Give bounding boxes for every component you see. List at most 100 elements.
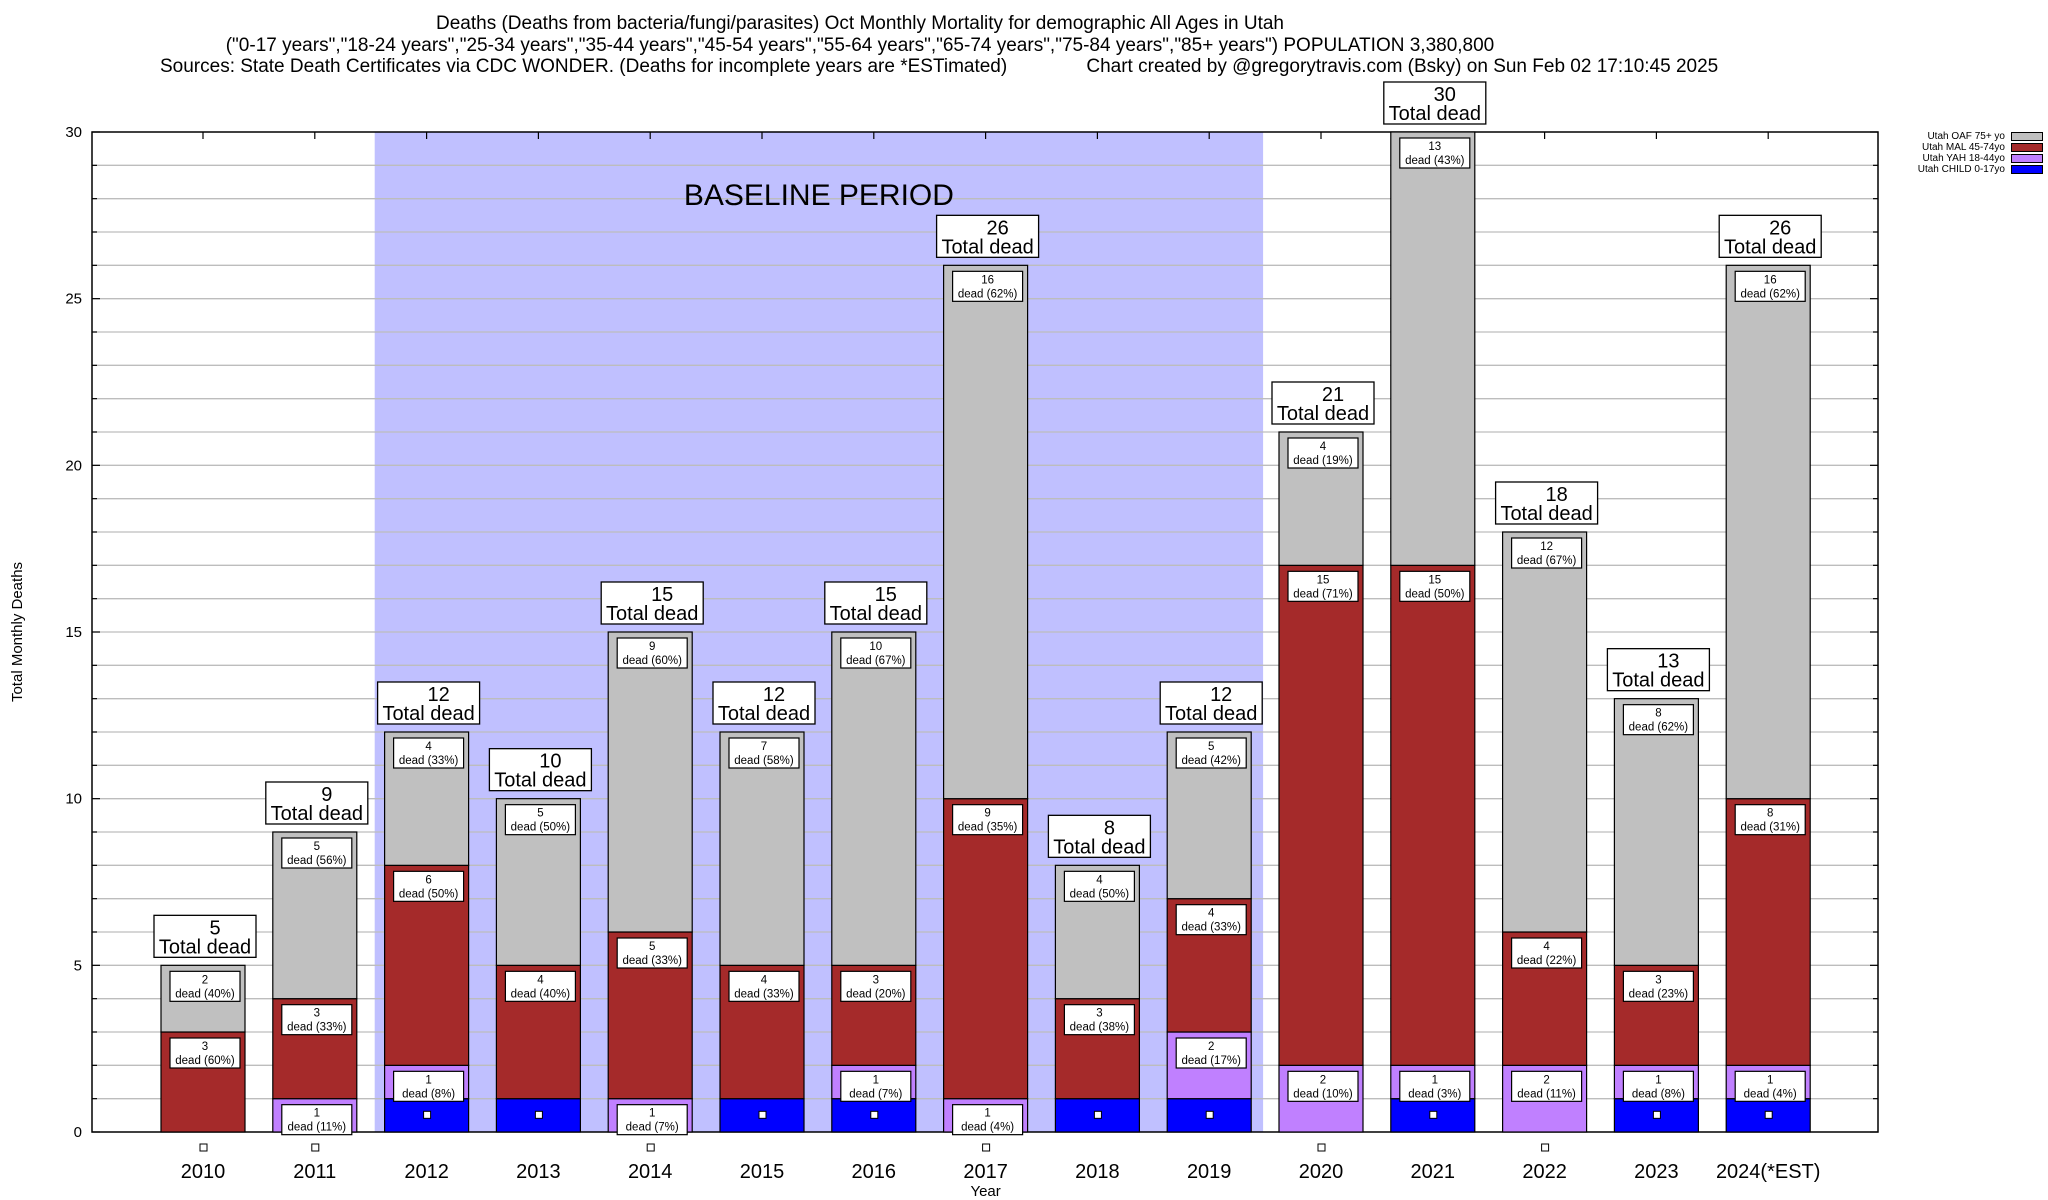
legend-label: Utah YAH 18-44yo (1922, 153, 2005, 164)
segment-marker (758, 1110, 767, 1119)
bar-segment (942, 264, 1029, 800)
segment-label-count: 5 (1208, 741, 1214, 753)
segment-label-count: 3 (314, 1008, 320, 1020)
segment-label-percent: dead (20%) (846, 988, 906, 1000)
total-label-box (1718, 214, 1822, 258)
total-label-text: Total dead (941, 236, 1033, 258)
segment-marker (870, 1110, 879, 1119)
segment-label-box (840, 1070, 912, 1102)
total-label-count: 12 (427, 684, 449, 706)
y-tick-label: 15 (65, 624, 82, 641)
segment-label-percent: dead (4%) (961, 1122, 1014, 1134)
segment-label-box (951, 1104, 1024, 1136)
segment-label-box (393, 1070, 465, 1102)
total-label-count: 15 (875, 584, 897, 606)
segment-label-count: 10 (869, 641, 882, 653)
segment-label-count: 4 (425, 741, 432, 753)
segment-label-percent: dead (60%) (175, 1055, 235, 1067)
total-label-box (712, 681, 816, 725)
x-tick-label: 2014 (628, 1161, 673, 1183)
total-label-box (488, 748, 593, 792)
total-label-count: 13 (1657, 651, 1679, 673)
y-tick-label: 25 (65, 291, 82, 308)
total-label-count: 15 (651, 584, 673, 606)
segment-label-percent: dead (50%) (511, 822, 571, 834)
segment-label-box (1622, 970, 1695, 1002)
segment-label-box (393, 870, 465, 902)
segment-label-percent: dead (71%) (1293, 588, 1353, 600)
legend-label: Utah OAF 75+ yo (1927, 131, 2005, 142)
total-label-text: Total dead (1277, 403, 1369, 425)
segment-marker (534, 1110, 543, 1119)
segment-label-box (1734, 804, 1806, 836)
x-tick-label: 2024(*EST) (1716, 1161, 1821, 1183)
total-label-text: Total dead (1500, 503, 1592, 525)
segment-label-count: 16 (1764, 274, 1777, 286)
segment-label-percent: dead (19%) (1293, 455, 1353, 467)
segment-label-count: 4 (1543, 941, 1550, 953)
bar-segment (1613, 698, 1700, 966)
bar-segment (1390, 131, 1476, 566)
bar-segment (607, 631, 693, 933)
segment-label-count: 15 (1428, 574, 1441, 586)
segment-label-count: 8 (1655, 708, 1661, 720)
segment-marker (423, 1110, 432, 1119)
bar-segment (719, 731, 805, 966)
segment-label-box (616, 637, 688, 669)
x-tick-label: 2023 (1634, 1161, 1679, 1183)
bar-segment (1725, 798, 1811, 1066)
total-label-text: Total dead (494, 770, 586, 792)
segment-label-box (951, 270, 1024, 302)
segment-label-count: 1 (1432, 1074, 1438, 1086)
legend-item: Utah MAL 45-74yo (1880, 142, 2043, 153)
total-label-box (600, 581, 704, 625)
total-label-box (1494, 481, 1599, 525)
segment-label-box (281, 837, 353, 869)
zero-marker (982, 1143, 991, 1152)
x-tick-label: 2012 (404, 1161, 449, 1183)
x-axis-label: Year (970, 1183, 1000, 1200)
segment-label-box (504, 970, 576, 1002)
segment-label-box (281, 1104, 353, 1136)
total-label-box (1606, 648, 1711, 692)
x-tick-label: 2016 (852, 1161, 897, 1183)
chart-title: Deaths (Deaths from bacteria/fungi/paras… (436, 13, 1284, 34)
total-label-count: 10 (539, 751, 561, 773)
legend-item: Utah CHILD 0-17yo (1880, 164, 2043, 175)
segment-label-box (1734, 1070, 1806, 1102)
x-tick-label: 2019 (1187, 1161, 1232, 1183)
total-label-count: 5 (209, 917, 220, 939)
segment-label-count: 2 (202, 974, 208, 986)
legend-swatch (2011, 132, 2043, 141)
segment-label-percent: dead (7%) (626, 1122, 679, 1134)
segment-label-percent: dead (31%) (1740, 822, 1800, 834)
total-label-count: 26 (986, 217, 1008, 239)
segment-label-box (1175, 904, 1247, 936)
segment-label-percent: dead (33%) (399, 755, 459, 767)
segment-label-count: 1 (984, 1108, 990, 1120)
legend-item: Utah YAH 18-44yo (1880, 153, 2043, 164)
segment-label-count: 4 (761, 974, 768, 986)
bar-segment (942, 798, 1029, 1100)
zero-marker (1541, 1143, 1550, 1152)
segment-label-box (504, 804, 576, 836)
total-label-box (1159, 681, 1263, 725)
total-label-text: Total dead (1389, 103, 1481, 125)
bar-segment (1725, 264, 1811, 800)
segment-marker (1093, 1110, 1102, 1119)
total-label-box (376, 681, 481, 725)
segment-label-count: 9 (649, 641, 655, 653)
segment-label-percent: dead (23%) (1629, 988, 1689, 1000)
segment-label-percent: dead (35%) (958, 822, 1018, 834)
legend: Utah OAF 75+ yo Utah MAL 45-74yo Utah YAH … (1880, 131, 2043, 175)
bar-segment (831, 631, 917, 966)
segment-label-count: 2 (1208, 1041, 1214, 1053)
total-label-text: Total dead (606, 603, 698, 625)
total-label-box (1383, 81, 1487, 125)
total-label-count: 12 (1210, 684, 1232, 706)
total-label-text: Total dead (718, 703, 810, 725)
x-tick-label: 2010 (181, 1161, 226, 1183)
x-tick-label: 2011 (293, 1161, 336, 1183)
segment-label-count: 1 (314, 1108, 320, 1120)
legend-swatch (2011, 154, 2043, 163)
